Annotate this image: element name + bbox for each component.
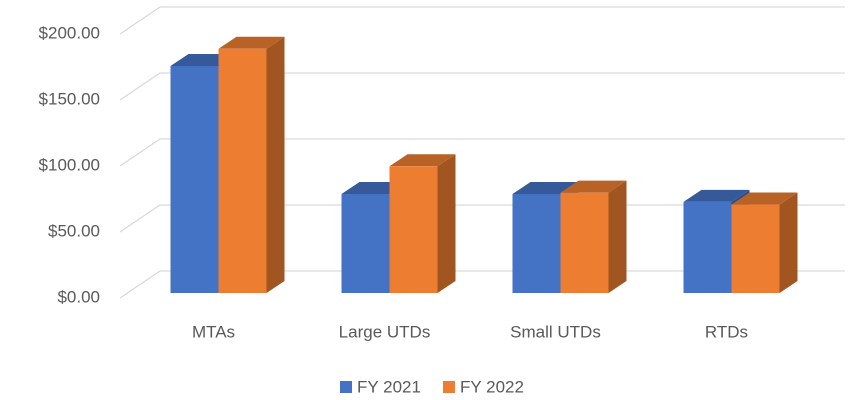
y-tick-label: $150.00 (39, 89, 100, 108)
bar-side (266, 36, 285, 294)
bar-side (608, 180, 627, 293)
bar-side (437, 154, 456, 293)
grid-line (119, 72, 845, 101)
bar-top (389, 154, 456, 167)
bar-top (512, 182, 579, 194)
y-tick-label: $100.00 (39, 155, 100, 174)
legend-label: FY 2022 (460, 377, 524, 396)
bar (731, 204, 780, 293)
bar-top (560, 180, 627, 193)
legend-swatch (340, 381, 352, 393)
bar (389, 166, 438, 293)
x-tick-label: Small UTDs (510, 322, 601, 341)
bar (170, 65, 219, 294)
legend-swatch (442, 381, 455, 393)
legend-label: FY 2021 (357, 377, 421, 396)
y-tick-label: $200.00 (39, 23, 100, 42)
x-tick-label: Large UTDs (339, 322, 431, 341)
bar-side (779, 192, 798, 293)
bar-top (683, 189, 750, 202)
bar (341, 194, 390, 293)
bar-top (218, 36, 285, 49)
bar-top (731, 192, 798, 205)
grid-line (119, 6, 845, 35)
bar (512, 194, 561, 293)
y-tick-label: $50.00 (48, 221, 100, 240)
y-tick-label: $0.00 (57, 287, 100, 306)
grid-line (119, 138, 845, 167)
bar (218, 48, 267, 293)
x-tick-label: RTDs (705, 322, 748, 341)
x-tick-label: MTAs (192, 322, 235, 341)
bar (683, 201, 732, 293)
bar (560, 192, 609, 293)
